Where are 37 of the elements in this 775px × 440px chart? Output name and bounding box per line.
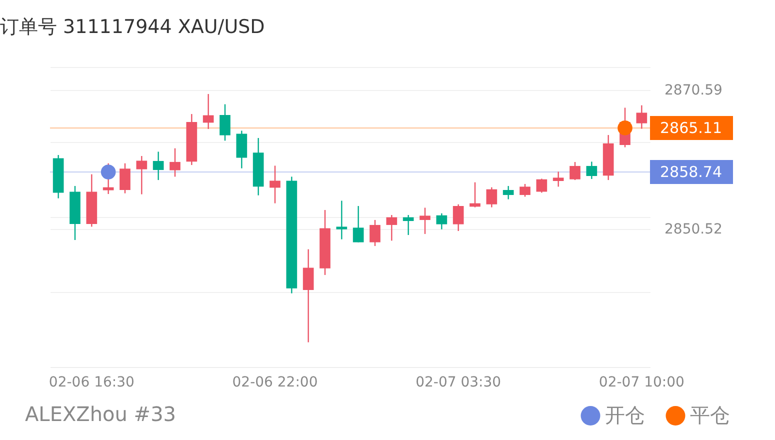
y-tick-label: 2850.52 [664,221,722,238]
candlestick [270,165,280,204]
candlestick [386,214,398,242]
candlestick [136,155,148,195]
candlestick [486,186,498,208]
candlestick [570,161,580,181]
candlestick [352,205,364,243]
x-tick-label: 02-06 16:30 [48,374,134,390]
x-tick-label: 02-07 03:30 [416,374,502,390]
candlestick [152,151,164,181]
candlestick [552,171,564,188]
candlestick [636,104,648,130]
chart-title: 订单号 311117944 XAU/USD [0,16,265,38]
candlestick [420,207,430,235]
legend-label: 开仓 [605,402,645,427]
candlestick [170,148,180,178]
candlestick [536,178,548,194]
candlestick [520,183,530,198]
candlestick [370,219,380,247]
candlestick [302,248,314,343]
y-tick-label: 2870.59 [664,82,722,98]
x-tick-label: 02-07 10:00 [598,374,684,390]
candlestick [120,162,130,194]
candlestick [402,214,414,236]
x-tick-label: 02-06 22:00 [232,374,318,390]
text: ALEXZhou #33 [25,402,176,426]
legend-label: 平仓 [690,402,730,427]
ref-line-label: 2858.74 [660,163,722,182]
candlestick [470,182,480,208]
ref-line-label: 2865.11 [660,118,722,137]
candlestick [220,104,230,142]
candlestick [452,204,464,232]
candlestick [202,93,214,130]
candlestick [336,200,348,240]
candlestick [586,161,598,180]
candlestick [502,185,514,200]
candlestick [436,212,448,230]
